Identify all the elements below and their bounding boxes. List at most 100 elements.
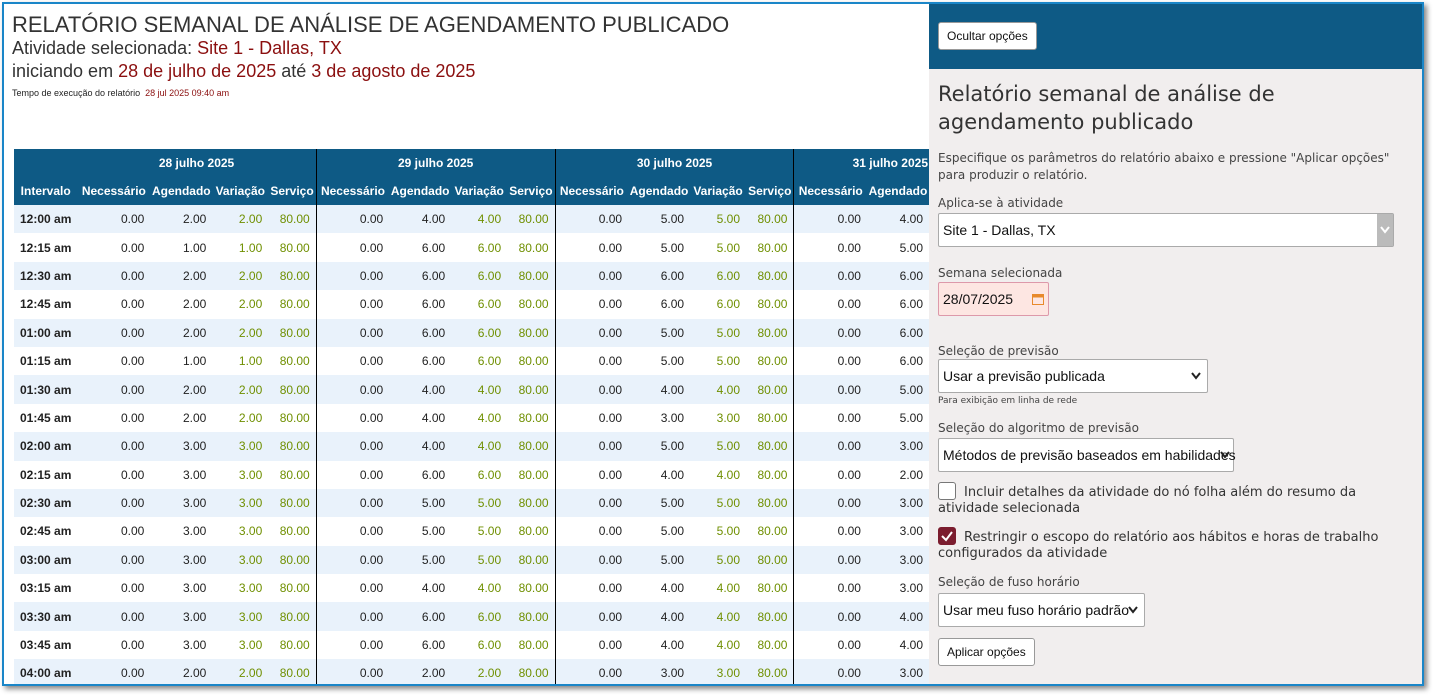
value-cell: 6.00 [690,261,746,291]
value-cell: 80.00 [507,602,556,631]
value-cell: 4.00 [421,410,446,425]
value-cell: 1.00 [182,240,207,255]
value-cell: 3.00 [212,432,269,461]
value-cell: 80.00 [518,467,549,482]
value-cell: 4.00 [660,467,685,482]
checkbox[interactable] [938,482,956,500]
value-cell: 80.00 [757,467,788,482]
table-row: 01:30 am 0.00 2.00 2.00 80.00 0.00 4.00 4.00 80.… [14,375,929,404]
value-cell: 80.00 [518,638,549,653]
value-cell: 80.00 [746,488,794,518]
value-cell: 0.00 [77,602,151,631]
value-cell: 0.00 [554,233,629,262]
value-cell: 5.00 [690,432,746,461]
checkbox-checked[interactable] [938,527,956,545]
value-cell: 5.00 [660,240,685,255]
value-cell: 0.00 [554,261,629,291]
value-cell: 3.00 [238,467,263,482]
value-cell: 2.00 [212,659,269,684]
algorithm-select[interactable]: Métodos de previsão baseados em habilida… [938,438,1236,472]
interval-cell: 03:15 am [20,581,72,596]
day-header: 30 julho 2025 [554,149,794,177]
value-cell: 3.00 [899,524,923,539]
value: 28 jul 2025 09:40 am [145,88,230,98]
value-cell: 5.00 [628,545,691,575]
value-cell: 0.00 [120,410,145,425]
value-cell: 6.00 [421,638,446,653]
value-cell: 2.00 [899,467,923,482]
interval-cell: 12:30 am [14,261,78,291]
value-cell: 0.00 [77,318,151,347]
value-cell: 80.00 [757,297,788,312]
table-row: 12:45 am 0.00 2.00 2.00 80.00 0.00 6.00 6.00 80.… [14,290,929,319]
value-cell: 5.00 [899,410,923,425]
timezone-select[interactable]: Usar meu fuso horário padrão [938,593,1145,627]
value-cell: 80.00 [279,638,310,653]
value-cell: 0.00 [77,545,151,575]
value-cell: 80.00 [268,488,317,518]
value-cell: 4.00 [866,205,929,234]
interval-cell: 01:45 am [20,410,72,425]
value-cell: 80.00 [757,638,788,653]
interval-cell: 03:00 am [14,545,78,575]
value-cell: 4.00 [660,638,685,653]
value-cell: 3.00 [212,602,269,631]
value-cell: 3.00 [866,488,929,518]
value-cell: 0.00 [793,205,867,234]
value-cell: 80.00 [279,354,310,369]
hide-options-button[interactable]: Ocultar opções [938,22,1037,50]
value-cell: 4.00 [477,410,502,425]
value-cell: 0.00 [554,602,629,631]
activity-select[interactable]: Site 1 - Dallas, TX [938,213,1394,247]
value-cell: 6.00 [477,297,502,312]
value-cell: 5.00 [628,205,691,234]
column-header: Intervalo [14,177,78,205]
value-cell: 0.00 [315,602,390,631]
value-cell: 0.00 [554,460,629,489]
value-cell: 0.00 [554,432,629,461]
value-cell: 5.00 [389,545,452,575]
forecast-select[interactable]: Usar a previsão publicada [938,359,1208,393]
field-label: Semana selecionada [938,266,1063,280]
value-cell: 3.00 [212,545,269,575]
table-row: 01:00 am 0.00 2.00 2.00 80.00 0.00 6.00 6.00 80.… [14,318,929,347]
value-cell: 5.00 [690,488,746,518]
value-cell: 0.00 [554,318,629,347]
week-input[interactable]: 28/07/2025 [938,282,1049,316]
value: Site 1 - Dallas, TX [197,38,342,58]
table-row: 12:15 am 0.00 1.00 1.00 80.00 0.00 6.00 6.00 80.… [14,233,929,262]
label: iniciando em [12,61,114,81]
value-cell: 3.00 [182,638,207,653]
select-value: Métodos de previsão baseados em habilida… [943,447,1236,463]
table-row: 03:30 am 0.00 3.00 3.00 80.00 0.00 6.00 6.00 80.… [14,602,929,631]
apply-options-button[interactable]: Aplicar opções [938,638,1035,666]
value-cell: 6.00 [451,261,508,291]
value-cell: 0.00 [315,517,390,546]
panel-title: Relatório semanal de análise de agendame… [938,82,1275,134]
value-cell: 3.00 [716,410,740,425]
value-cell: 6.00 [389,261,452,291]
value-cell: 80.00 [279,410,310,425]
value-cell: 6.00 [866,261,929,291]
value-cell: 0.00 [77,432,151,461]
value-cell: 4.00 [389,205,452,234]
column-header: Agendado [866,177,929,205]
select-value: Site 1 - Dallas, TX [943,222,1056,238]
value-cell: 80.00 [746,659,794,684]
value-cell: 80.00 [746,375,794,404]
value-cell: 0.00 [554,290,629,319]
value-cell: 5.00 [899,240,923,255]
value-cell: 0.00 [315,460,390,489]
value-cell: 2.00 [150,659,213,684]
value-cell: 0.00 [315,375,390,404]
value-cell: 0.00 [793,545,867,575]
interval-cell: 02:15 am [20,467,72,482]
value-cell: 5.00 [628,318,691,347]
value-cell: 0.00 [315,290,390,319]
value-cell: 80.00 [507,432,556,461]
chevron [1220,451,1230,459]
value-cell: 80.00 [507,488,556,518]
interval-cell: 12:15 am [20,240,72,255]
value-cell: 0.00 [120,354,145,369]
value-cell: 6.00 [477,240,502,255]
